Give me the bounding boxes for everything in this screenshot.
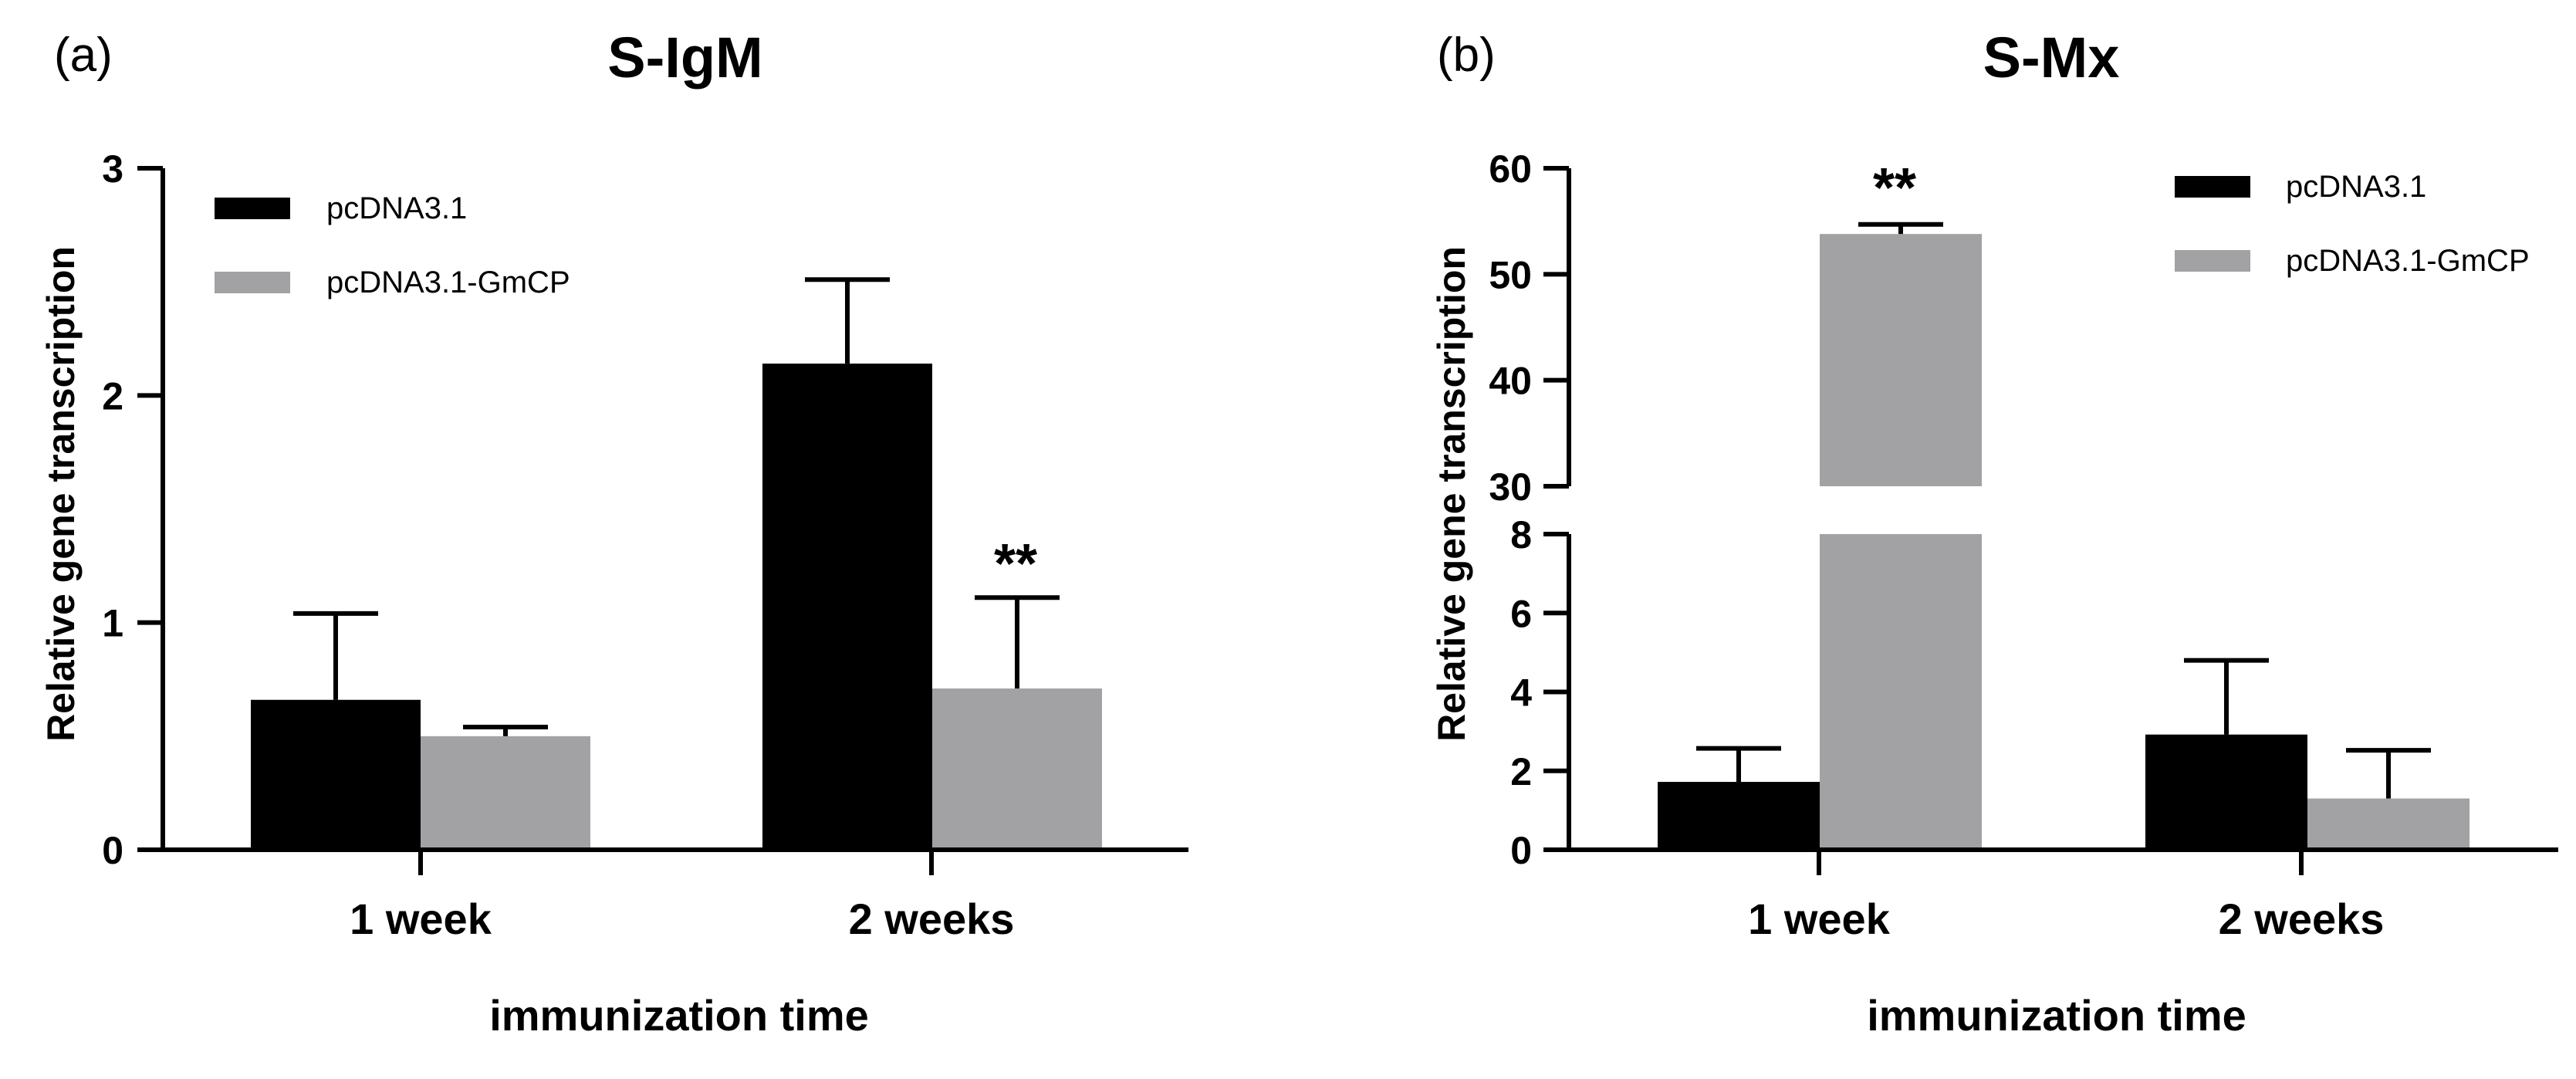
bar-b-pcdna3-1-2-weeks	[2145, 734, 2307, 850]
ytick-label-b-4: 4	[1510, 671, 1532, 715]
panel-b: (b) S-Mx Relative gene transcription imm…	[1430, 25, 2558, 1040]
bar-a-pcdna3-1-gmcp-1-week	[421, 736, 590, 850]
ytick-label-b-30: 30	[1489, 465, 1532, 509]
panel-a-xlabel: immunization time	[489, 991, 869, 1040]
panel-a-significance: **	[994, 533, 1037, 595]
panel-a-y-ticks: 0 1 2 3	[102, 147, 163, 872]
ytick-label-b-50: 50	[1489, 253, 1532, 296]
ytick-label-b-2: 2	[1510, 750, 1532, 793]
bar-a-pcdna3-1-gmcp-2-weeks	[932, 688, 1102, 850]
panel-a-legend: pcDNA3.1 pcDNA3.1-GmCP	[215, 191, 570, 299]
legend-swatch-pcdna31-b	[2175, 176, 2250, 198]
panel-b-legend: pcDNA3.1 pcDNA3.1-GmCP	[2175, 170, 2530, 278]
bar-b-pcdna3-1-gmcp-1-week-upper	[1820, 234, 1982, 486]
panel-b-x-ticks	[1817, 850, 2304, 875]
panel-a: (a) S-IgM Relative gene transcription im…	[39, 25, 1188, 1040]
panel-b-title: S-Mx	[1983, 25, 2120, 90]
panel-a-error-bars	[293, 277, 1060, 736]
bar-a-pcdna3-1-2-weeks	[762, 364, 932, 850]
ytick-label-a-0: 0	[102, 829, 123, 872]
panel-b-cat-2-weeks: 2 weeks	[2219, 895, 2385, 943]
panel-a-ylabel: Relative gene transcription	[39, 246, 83, 742]
ytick-label-a-2: 2	[102, 374, 123, 418]
ytick-label-b-6: 6	[1510, 592, 1532, 635]
panel-a-bars	[251, 364, 1102, 850]
bar-b-pcdna3-1-gmcp-1-week-lower	[1820, 534, 1982, 850]
panel-b-xlabel: immunization time	[1867, 991, 2246, 1040]
bar-b-pcdna3-1-gmcp-2-weeks	[2307, 798, 2470, 850]
panel-b-y-ticks: 0 2 4 6 830 40 50 60	[1489, 147, 1569, 872]
legend-label-pcdna31-b: pcDNA3.1	[2286, 170, 2426, 204]
ytick-label-b-60: 60	[1489, 147, 1532, 191]
panel-a-cat-2-weeks: 2 weeks	[849, 895, 1015, 943]
panel-a-x-ticks	[418, 850, 934, 875]
panel-b-label: (b)	[1437, 29, 1496, 82]
panel-a-label: (a)	[54, 29, 113, 82]
panel-b-error-bars	[1696, 222, 2431, 799]
ytick-label-b-40: 40	[1489, 360, 1532, 403]
legend-label-pcdna31: pcDNA3.1	[326, 191, 467, 225]
panel-a-title: S-IgM	[607, 25, 762, 90]
legend-swatch-pcdna31-gmcp	[215, 272, 290, 293]
bar-a-pcdna3-1-1-week	[251, 699, 421, 850]
legend-swatch-pcdna31-gmcp-b	[2175, 250, 2250, 272]
legend-label-pcdna31-gmcp-b: pcDNA3.1-GmCP	[2286, 244, 2530, 278]
ytick-label-a-1: 1	[102, 602, 123, 645]
ytick-label-a-3: 3	[102, 147, 123, 191]
panel-b-bars	[1658, 234, 2470, 850]
legend-label-pcdna31-gmcp: pcDNA3.1-GmCP	[326, 266, 570, 299]
ytick-label-b-0: 0	[1510, 829, 1532, 872]
panel-b-cat-1-week: 1 week	[1748, 895, 1891, 943]
panel-b-significance: **	[1873, 157, 1916, 219]
panel-b-ylabel: Relative gene transcription	[1430, 246, 1473, 742]
panel-a-cat-1-week: 1 week	[350, 895, 492, 943]
ytick-label-b-8: 8	[1510, 513, 1532, 556]
bar-b-pcdna3-1-1-week	[1658, 782, 1820, 850]
legend-swatch-pcdna31	[215, 198, 290, 219]
